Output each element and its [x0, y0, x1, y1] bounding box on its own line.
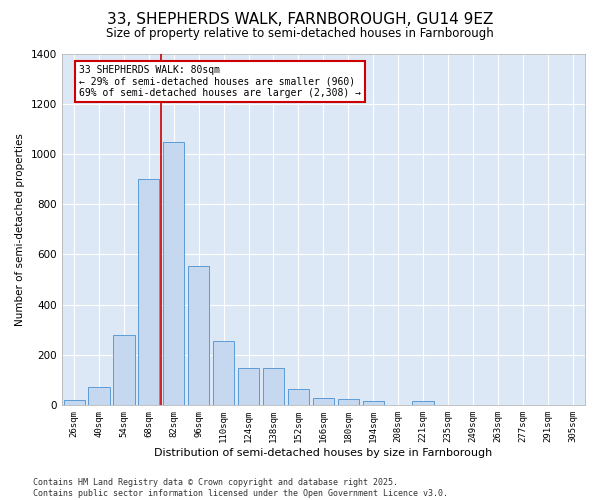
Bar [113, 334, 134, 405]
Bar [313, 398, 334, 405]
Bar [238, 368, 259, 405]
Bar [338, 400, 359, 405]
Bar [362, 401, 384, 405]
Text: Contains HM Land Registry data © Crown copyright and database right 2025.
Contai: Contains HM Land Registry data © Crown c… [33, 478, 448, 498]
Bar [213, 341, 234, 405]
Bar [412, 402, 434, 405]
Bar [163, 142, 184, 405]
Text: Size of property relative to semi-detached houses in Farnborough: Size of property relative to semi-detach… [106, 28, 494, 40]
Text: 33, SHEPHERDS WALK, FARNBOROUGH, GU14 9EZ: 33, SHEPHERDS WALK, FARNBOROUGH, GU14 9E… [107, 12, 493, 28]
X-axis label: Distribution of semi-detached houses by size in Farnborough: Distribution of semi-detached houses by … [154, 448, 493, 458]
Bar [263, 368, 284, 405]
Text: 33 SHEPHERDS WALK: 80sqm
← 29% of semi-detached houses are smaller (960)
69% of : 33 SHEPHERDS WALK: 80sqm ← 29% of semi-d… [79, 66, 361, 98]
Bar [64, 400, 85, 405]
Bar [88, 388, 110, 405]
Y-axis label: Number of semi-detached properties: Number of semi-detached properties [15, 133, 25, 326]
Bar [138, 180, 160, 405]
Bar [288, 388, 309, 405]
Bar [188, 266, 209, 405]
